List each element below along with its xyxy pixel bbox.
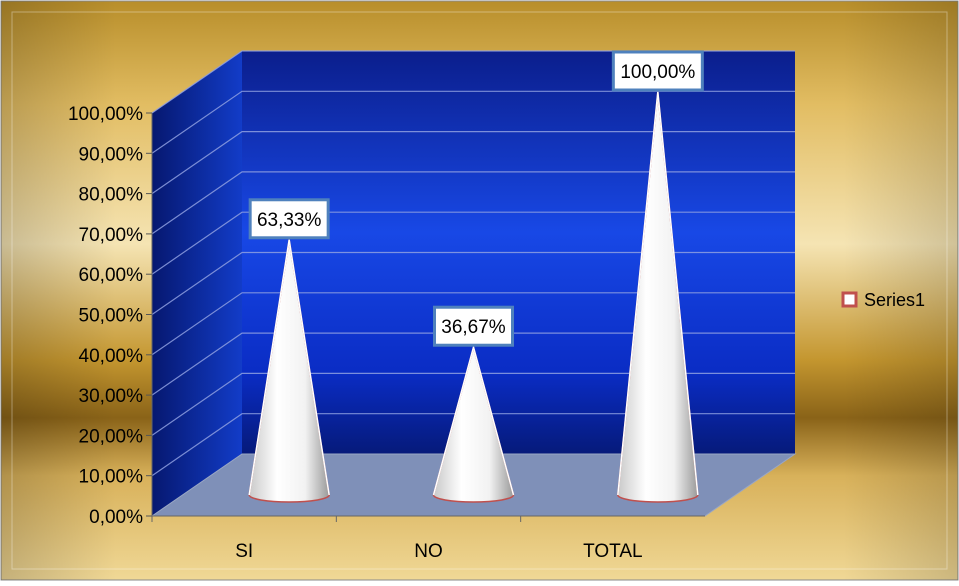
y-tick-label: 90,00% xyxy=(79,144,144,165)
cone-edge xyxy=(248,239,330,496)
y-tick-label: 30,00% xyxy=(79,386,144,407)
data-label-box xyxy=(433,305,514,347)
y-tick-label: 70,00% xyxy=(79,225,144,246)
legend: Series1 xyxy=(841,290,925,310)
gridline xyxy=(151,131,795,195)
gridline xyxy=(151,372,795,436)
cone-bar xyxy=(432,344,515,503)
gridline xyxy=(151,50,795,114)
y-tick-label: 50,00% xyxy=(79,306,144,327)
y-tick-label: 80,00% xyxy=(79,185,144,206)
chart-inner-border xyxy=(11,11,948,570)
cone-bar xyxy=(617,91,699,503)
data-label: 100,00% xyxy=(620,62,695,83)
x-tick-label: SI xyxy=(235,541,253,562)
data-label: 36,67% xyxy=(441,317,506,338)
data-label-box xyxy=(248,198,330,240)
cone-bar xyxy=(248,239,330,503)
gridline xyxy=(151,332,795,396)
gridline xyxy=(151,292,795,356)
y-tick-label: 40,00% xyxy=(79,346,144,367)
cone-edge xyxy=(432,344,515,496)
legend-marker xyxy=(841,291,858,308)
gridline xyxy=(151,90,795,154)
y-tick-label: 0,00% xyxy=(89,507,143,528)
x-tick-label: NO xyxy=(414,541,443,562)
plot-area: 0,00% 10,00% 20,00% 30,00% 40,00% 50,00% 60,00… xyxy=(68,50,797,562)
gridline xyxy=(151,171,795,235)
y-tick-label: 10,00% xyxy=(79,467,144,488)
cone-edge xyxy=(617,91,699,496)
data-label-box xyxy=(611,50,704,92)
y-tick-label: 60,00% xyxy=(79,265,144,286)
gridline xyxy=(151,211,795,275)
data-label: 63,33% xyxy=(257,210,322,231)
y-tick-label: 100,00% xyxy=(68,104,143,125)
y-tick-label: 20,00% xyxy=(79,426,144,447)
gridline xyxy=(151,413,795,477)
legend-label: Series1 xyxy=(864,290,925,310)
gridline xyxy=(151,251,795,315)
x-tick-label: TOTAL xyxy=(583,541,642,562)
